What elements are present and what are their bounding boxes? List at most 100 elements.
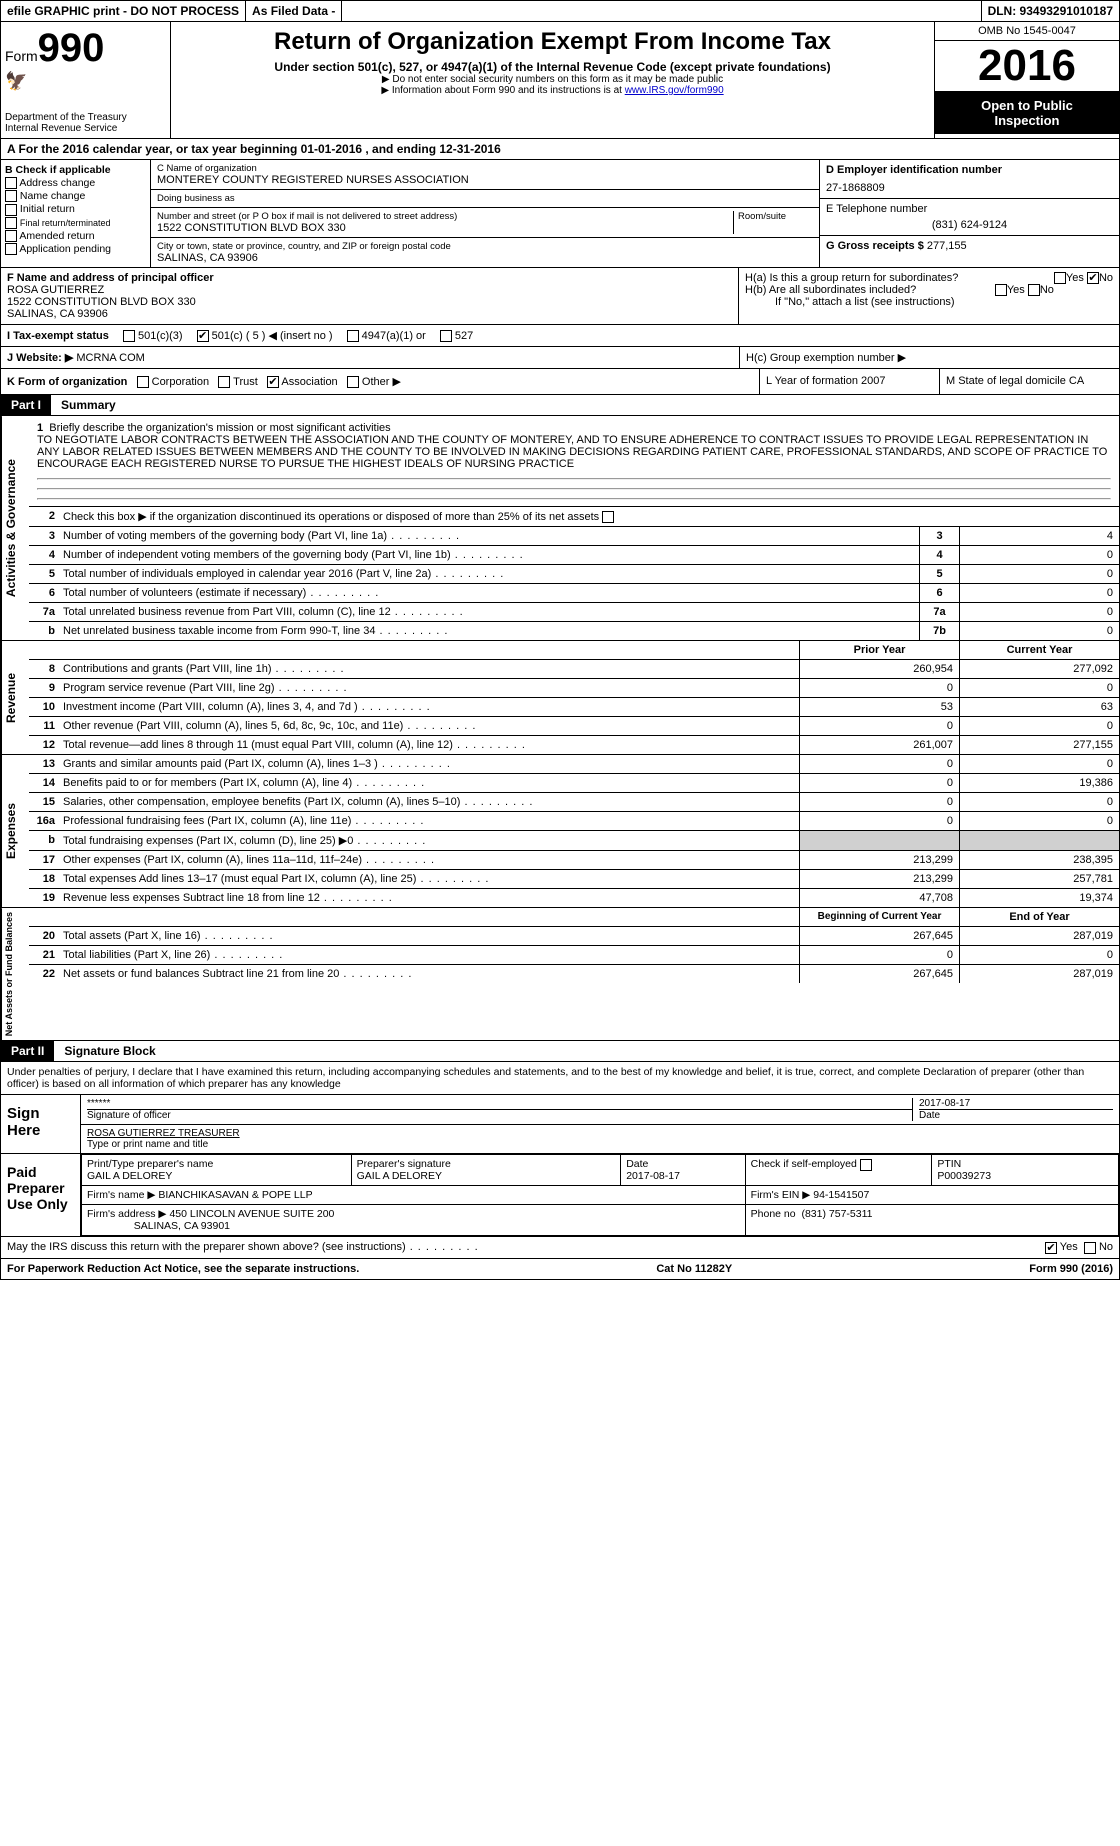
prep-row-3: Firm's address ▶ 450 LINCOLN AVENUE SUIT…: [82, 1205, 1119, 1236]
phone-value: (831) 624-9124: [826, 219, 1113, 231]
h-a-yes[interactable]: [1054, 272, 1066, 284]
line-2: 2 Check this box ▶ if the organization d…: [29, 507, 1119, 527]
prep-date: 2017-08-17: [626, 1170, 739, 1182]
part-1-label: Part I: [1, 395, 51, 415]
line-8: 8Contributions and grants (Part VIII, li…: [29, 660, 1119, 679]
dept-irs: Internal Revenue Service: [5, 123, 166, 134]
footer-right: Form 990 (2016): [1029, 1263, 1113, 1275]
line-11: 11Other revenue (Part VIII, column (A), …: [29, 717, 1119, 736]
gross-value: 277,155: [927, 240, 967, 252]
line-2-text: Check this box ▶ if the organization dis…: [63, 511, 599, 523]
mission-text: TO NEGOTIATE LABOR CONTRACTS BETWEEN THE…: [37, 434, 1107, 470]
irs-link[interactable]: www.IRS.gov/form990: [625, 85, 724, 96]
line-18: 18Total expenses Add lines 13–17 (must e…: [29, 870, 1119, 889]
h-c-label: H(c) Group exemption number ▶: [746, 352, 906, 364]
prep-h-print: Print/Type preparer's name: [87, 1158, 346, 1170]
form-990-page: efile GRAPHIC print - DO NOT PROCESS As …: [0, 0, 1120, 1280]
dba-cell: Doing business as: [151, 190, 819, 208]
part-1-title: Summary: [51, 395, 126, 415]
h-a-no[interactable]: [1087, 272, 1099, 284]
cb-application-pending[interactable]: Application pending: [5, 243, 146, 255]
form-subtitle: Under section 501(c), 527, or 4947(a)(1)…: [177, 60, 928, 74]
prep-h-ptin: PTIN: [937, 1158, 1113, 1170]
line-13: 13Grants and similar amounts paid (Part …: [29, 755, 1119, 774]
expenses-block: Expenses 13Grants and similar amounts pa…: [0, 755, 1120, 908]
discuss-yes[interactable]: [1045, 1242, 1057, 1254]
sig-name-label: Type or print name and title: [87, 1139, 1113, 1150]
cb-4947[interactable]: [347, 330, 359, 342]
cb-501c3[interactable]: [123, 330, 135, 342]
open-line2: Inspection: [939, 113, 1115, 128]
city-label: City or town, state or province, country…: [157, 241, 813, 252]
hdr-end: End of Year: [959, 908, 1119, 926]
cb-501c[interactable]: [197, 330, 209, 342]
cb-trust[interactable]: [218, 376, 230, 388]
hdr-begin: Beginning of Current Year: [799, 908, 959, 926]
cb-discontinued[interactable]: [602, 511, 614, 523]
sig-name: ROSA GUTIERREZ TREASURER: [87, 1128, 1113, 1139]
hdr-prior: Prior Year: [799, 641, 959, 659]
k-label: K Form of organization: [7, 376, 127, 388]
cb-amended-return[interactable]: Amended return: [5, 230, 146, 242]
l-year: L Year of formation 2007: [759, 369, 939, 394]
line-b: bTotal fundraising expenses (Part IX, co…: [29, 831, 1119, 851]
page-footer: For Paperwork Reduction Act Notice, see …: [0, 1259, 1120, 1280]
cb-name-change[interactable]: Name change: [5, 190, 146, 202]
h-b-no[interactable]: [1028, 284, 1040, 296]
org-name-cell: C Name of organization MONTEREY COUNTY R…: [151, 160, 819, 190]
activities-content: 1 Briefly describe the organization's mi…: [29, 416, 1119, 640]
revenue-tab: Revenue: [1, 641, 29, 754]
discuss-no[interactable]: [1084, 1242, 1096, 1254]
cb-527[interactable]: [440, 330, 452, 342]
discuss-row: May the IRS discuss this return with the…: [0, 1237, 1120, 1258]
footer-left: For Paperwork Reduction Act Notice, see …: [7, 1263, 359, 1275]
officer-name: ROSA GUTIERREZ: [7, 284, 732, 296]
preparer-label: Paid Preparer Use Only: [1, 1154, 81, 1236]
line-7a: 7aTotal unrelated business revenue from …: [29, 603, 1119, 622]
box-f-label: F Name and address of principal officer: [7, 272, 732, 284]
info-note-text: ▶ Information about Form 990 and its ins…: [381, 85, 624, 96]
part-2-header: Part II Signature Block: [0, 1041, 1120, 1062]
box-f: F Name and address of principal officer …: [1, 268, 739, 324]
sig-date: 2017-08-17: [919, 1098, 1113, 1109]
netassets-block: Net Assets or Fund Balances Beginning of…: [0, 908, 1120, 1041]
ein-label2: Firm's EIN ▶: [751, 1189, 811, 1201]
firm-addr1: 450 LINCOLN AVENUE SUITE 200: [169, 1208, 334, 1220]
sign-here-block: Sign Here ****** Signature of officer 20…: [0, 1095, 1120, 1154]
h-b-yes[interactable]: [995, 284, 1007, 296]
officer-addr2: SALINAS, CA 93906: [7, 308, 732, 320]
h-c-cell: H(c) Group exemption number ▶: [739, 347, 1119, 368]
ein-label: D Employer identification number: [826, 164, 1113, 176]
line-9: 9Program service revenue (Part VIII, lin…: [29, 679, 1119, 698]
form-header: Form990 🦅 Department of the Treasury Int…: [0, 22, 1120, 139]
spacer: [342, 1, 981, 21]
omb-number: OMB No 1545-0047: [935, 22, 1119, 41]
street-cell: Number and street (or P O box if mail is…: [151, 208, 819, 238]
mission-label: Briefly describe the organization's miss…: [49, 422, 390, 434]
preparer-content: Print/Type preparer's nameGAIL A DELOREY…: [81, 1154, 1119, 1236]
cb-other[interactable]: [347, 376, 359, 388]
k-left: K Form of organization Corporation Trust…: [1, 369, 759, 394]
street-label: Number and street (or P O box if mail is…: [157, 211, 733, 222]
row-i: I Tax-exempt status 501(c)(3) 501(c) ( 5…: [0, 325, 1120, 347]
cb-final-return[interactable]: Final return/terminated: [5, 217, 146, 229]
cb-corp[interactable]: [137, 376, 149, 388]
officer-addr1: 1522 CONSTITUTION BLVD BOX 330: [7, 296, 732, 308]
h-b-row: H(b) Are all subordinates included? Yes …: [745, 284, 1113, 296]
line-21: 21Total liabilities (Part X, line 26)00: [29, 946, 1119, 965]
activities-block: Activities & Governance 1 Briefly descri…: [0, 416, 1120, 641]
irs-eagle-icon: 🦅: [5, 71, 166, 92]
sig-stars: ******: [87, 1098, 912, 1109]
row-i-label: I Tax-exempt status: [7, 330, 109, 342]
discuss-text: May the IRS discuss this return with the…: [7, 1241, 406, 1253]
gross-label: G Gross receipts $: [826, 240, 924, 252]
cb-initial-return[interactable]: Initial return: [5, 203, 146, 215]
row-a-calendar-year: A For the 2016 calendar year, or tax yea…: [0, 139, 1120, 160]
cb-address-change[interactable]: Address change: [5, 177, 146, 189]
tax-year: 2016: [935, 41, 1119, 92]
perjury-statement: Under penalties of perjury, I declare th…: [0, 1062, 1120, 1095]
firm-label: Firm's name ▶: [87, 1189, 155, 1201]
cb-self-employed[interactable]: [860, 1159, 872, 1171]
h-b-label: H(b) Are all subordinates included?: [745, 284, 916, 296]
cb-assoc[interactable]: [267, 376, 279, 388]
